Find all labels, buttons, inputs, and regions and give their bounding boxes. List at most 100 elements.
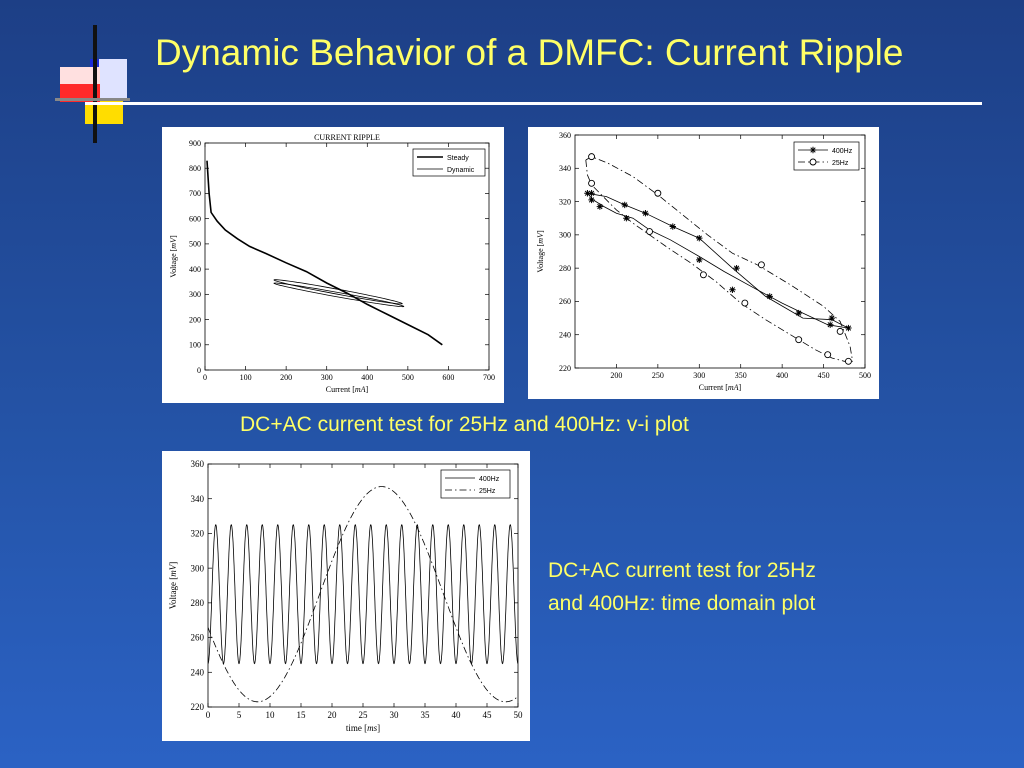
data-point-25hz xyxy=(795,336,803,344)
legend-marker-400hz xyxy=(809,146,817,154)
data-point-25hz xyxy=(757,261,765,269)
caption-vi-plot: DC+AC current test for 25Hz and 400Hz: v… xyxy=(240,408,689,441)
chart-time-domain: 0 5 10 15 20 25 30 35 40 45 50 220 240 260 280 300 320 34… xyxy=(168,459,523,733)
y-tick-label: 900 xyxy=(189,139,201,148)
x-axis-label-close: ] xyxy=(366,385,369,394)
series-steady xyxy=(206,160,443,346)
x-tick-label: 500 xyxy=(859,371,871,380)
x-tick-label: 400 xyxy=(361,373,373,382)
title-rule xyxy=(85,102,982,105)
y-tick-label: 500 xyxy=(189,240,201,249)
logo-horizontal-bar xyxy=(55,98,130,101)
x-tick-label: 45 xyxy=(483,710,493,720)
data-point-400hz xyxy=(621,201,628,209)
y-tick-label: 260 xyxy=(191,633,205,643)
series-25hz xyxy=(585,153,853,365)
plot-area xyxy=(584,153,853,365)
chart-current-ripple: 0 100 200 300 400 500 600 700 0 100 200 300 400 500 60… xyxy=(169,133,495,394)
y-axis-label: Voltage [mV] xyxy=(169,235,178,278)
data-point-400hz xyxy=(596,203,604,210)
legend-label-25hz: 25Hz xyxy=(832,160,849,167)
legend-label-400hz: 400Hz xyxy=(479,476,500,483)
caption-time-domain: DC+AC current test for 25Hz and 400Hz: t… xyxy=(548,554,816,620)
y-tick-label: 320 xyxy=(559,197,571,206)
x-axis-label-unit: mA xyxy=(728,383,739,392)
series-loop-dynamic xyxy=(273,279,403,305)
series-400hz xyxy=(208,524,518,665)
chart-current-ripple-panel: 0 100 200 300 400 500 600 700 0 100 200 300 400 500 60… xyxy=(162,127,504,403)
series-dynamic xyxy=(273,279,405,308)
chart-vi-plot: 200 250 300 350 400 450 500 220 240 260 280 300 320 3… xyxy=(536,131,871,392)
x-axis-label-close: ] xyxy=(377,723,380,733)
x-tick-label: 15 xyxy=(297,710,307,720)
chart-time-domain-panel: 0 5 10 15 20 25 30 35 40 45 50 220 240 260 280 300 320 34… xyxy=(162,451,530,741)
data-point-400hz xyxy=(828,314,836,322)
data-point-400hz xyxy=(795,309,802,317)
caption-time-line-1: DC+AC current test for 25Hz xyxy=(548,559,816,582)
data-point-400hz xyxy=(766,293,773,300)
y-tick-label: 320 xyxy=(191,529,205,539)
y-axis-label: Voltage [mV] xyxy=(536,230,545,273)
x-tick-label: 450 xyxy=(818,371,830,380)
legend-box xyxy=(793,141,860,171)
x-tick-label: 25 xyxy=(359,710,369,720)
slide-title: Dynamic Behavior of a DMFC: Current Ripp… xyxy=(155,32,904,73)
chart-vi-plot-panel: 200 250 300 350 400 450 500 220 240 260 280 300 320 3… xyxy=(528,127,879,399)
chart-title: CURRENT RIPPLE xyxy=(314,133,380,142)
y-tick-label: 220 xyxy=(559,364,571,373)
data-point-25hz xyxy=(699,271,707,279)
y-tick-label: 200 xyxy=(189,315,201,324)
x-axis-label-text: Current [ xyxy=(699,383,728,392)
data-point-400hz xyxy=(696,256,703,264)
data-point-400hz xyxy=(584,190,591,197)
y-tick-label: 300 xyxy=(559,231,571,240)
data-point-25hz xyxy=(588,153,596,161)
x-tick-label: 0 xyxy=(206,710,211,720)
x-tick-label: 400 xyxy=(776,371,788,380)
data-point-400hz xyxy=(729,286,736,293)
y-tick-label: 0 xyxy=(197,366,201,375)
data-point-25hz xyxy=(588,179,596,187)
y-tick-label: 260 xyxy=(559,297,571,306)
data-point-25hz xyxy=(844,357,852,365)
plot-frame xyxy=(574,134,866,369)
x-tick-label: 600 xyxy=(442,373,454,382)
y-tick-label: 240 xyxy=(559,331,571,340)
y-tick-label: 340 xyxy=(191,494,205,504)
y-tick-label: 400 xyxy=(189,265,201,274)
x-tick-label: 20 xyxy=(328,710,338,720)
logo-blue-square-highlight xyxy=(99,59,127,100)
x-tick-label: 0 xyxy=(203,373,207,382)
y-tick-label: 300 xyxy=(191,563,205,573)
data-point-400hz xyxy=(588,190,595,197)
series-25hz xyxy=(208,486,518,703)
y-tick-label: 280 xyxy=(559,264,571,273)
slide-logo xyxy=(55,25,130,143)
plot-area xyxy=(206,160,443,346)
plot-frame xyxy=(207,463,519,708)
y-tick-label: 600 xyxy=(189,214,201,223)
y-axis-label: Voltage [mV] xyxy=(168,562,178,610)
y-tick-label: 240 xyxy=(191,667,205,677)
data-point-400hz xyxy=(588,196,595,204)
logo-vertical-bar xyxy=(93,25,97,143)
y-axis-label-text: Voltage [ xyxy=(169,248,178,277)
caption-time-line-2: and 400Hz: time domain plot xyxy=(548,592,816,615)
series-loop-dynamic xyxy=(273,282,405,308)
legend-label-400hz: 400Hz xyxy=(832,148,853,155)
data-point-400hz xyxy=(845,324,852,332)
y-axis-label-unit: mV xyxy=(168,563,178,576)
y-axis-label-unit: mV xyxy=(169,237,178,249)
series-upper-25hz xyxy=(585,156,853,362)
x-tick-label: 5 xyxy=(237,710,242,720)
y-tick-label: 220 xyxy=(191,702,205,712)
x-axis-label-text: Current [ xyxy=(326,385,355,394)
x-tick-label: 10 xyxy=(266,710,276,720)
y-tick-label: 360 xyxy=(559,131,571,140)
legend-marker-25hz xyxy=(809,158,817,166)
legend-label-steady: Steady xyxy=(447,155,469,162)
x-tick-label: 350 xyxy=(735,371,747,380)
legend: Steady Dynamic xyxy=(412,148,486,177)
x-tick-label: 35 xyxy=(421,710,431,720)
x-axis-label-text: time [ xyxy=(346,723,367,733)
